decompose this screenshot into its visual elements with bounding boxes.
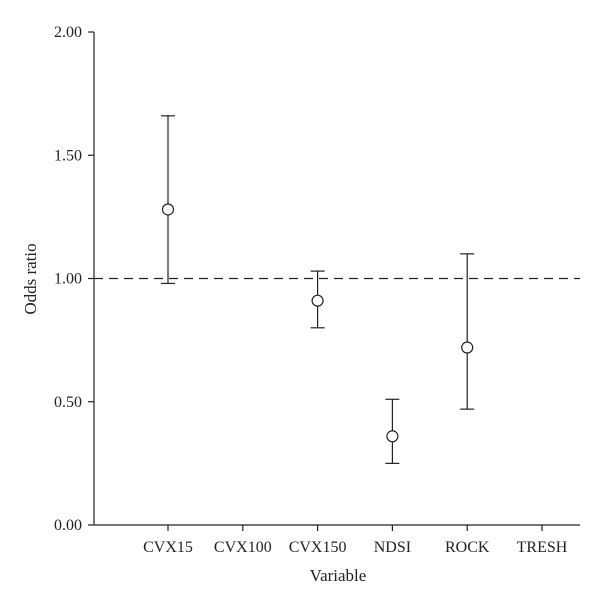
y-tick-label: 1.50 [54,147,82,164]
x-tick-label: ROCK [445,539,490,556]
y-axis-ticks: 0.00 0.50 1.00 1.50 2.00 [54,24,94,534]
y-axis-label: Odds ratio [21,243,40,314]
data-point-ndsi [385,398,400,464]
point-marker [386,430,399,443]
data-points [161,115,475,464]
x-tick-label: CVX100 [214,539,272,556]
x-axis-ticks: CVX15 CVX100 CVX150 NDSI ROCK TRESH [143,525,568,556]
y-tick-label: 1.00 [54,271,82,288]
x-tick-label: CVX15 [143,539,193,556]
y-tick-label: 0.50 [54,394,82,411]
x-tick-label: TRESH [517,539,568,556]
point-marker [461,341,474,354]
data-point-rock [460,253,475,410]
point-marker [311,294,324,307]
data-point-cvx150 [310,270,325,329]
y-tick-label: 0.00 [54,517,82,534]
plot-area [93,32,580,526]
x-tick-label: NDSI [374,539,411,556]
x-axis-label: Variable [310,566,367,585]
y-tick-label: 2.00 [54,24,82,41]
x-tick-label: CVX150 [289,539,347,556]
point-marker [161,203,175,216]
data-point-cvx15 [161,115,175,285]
